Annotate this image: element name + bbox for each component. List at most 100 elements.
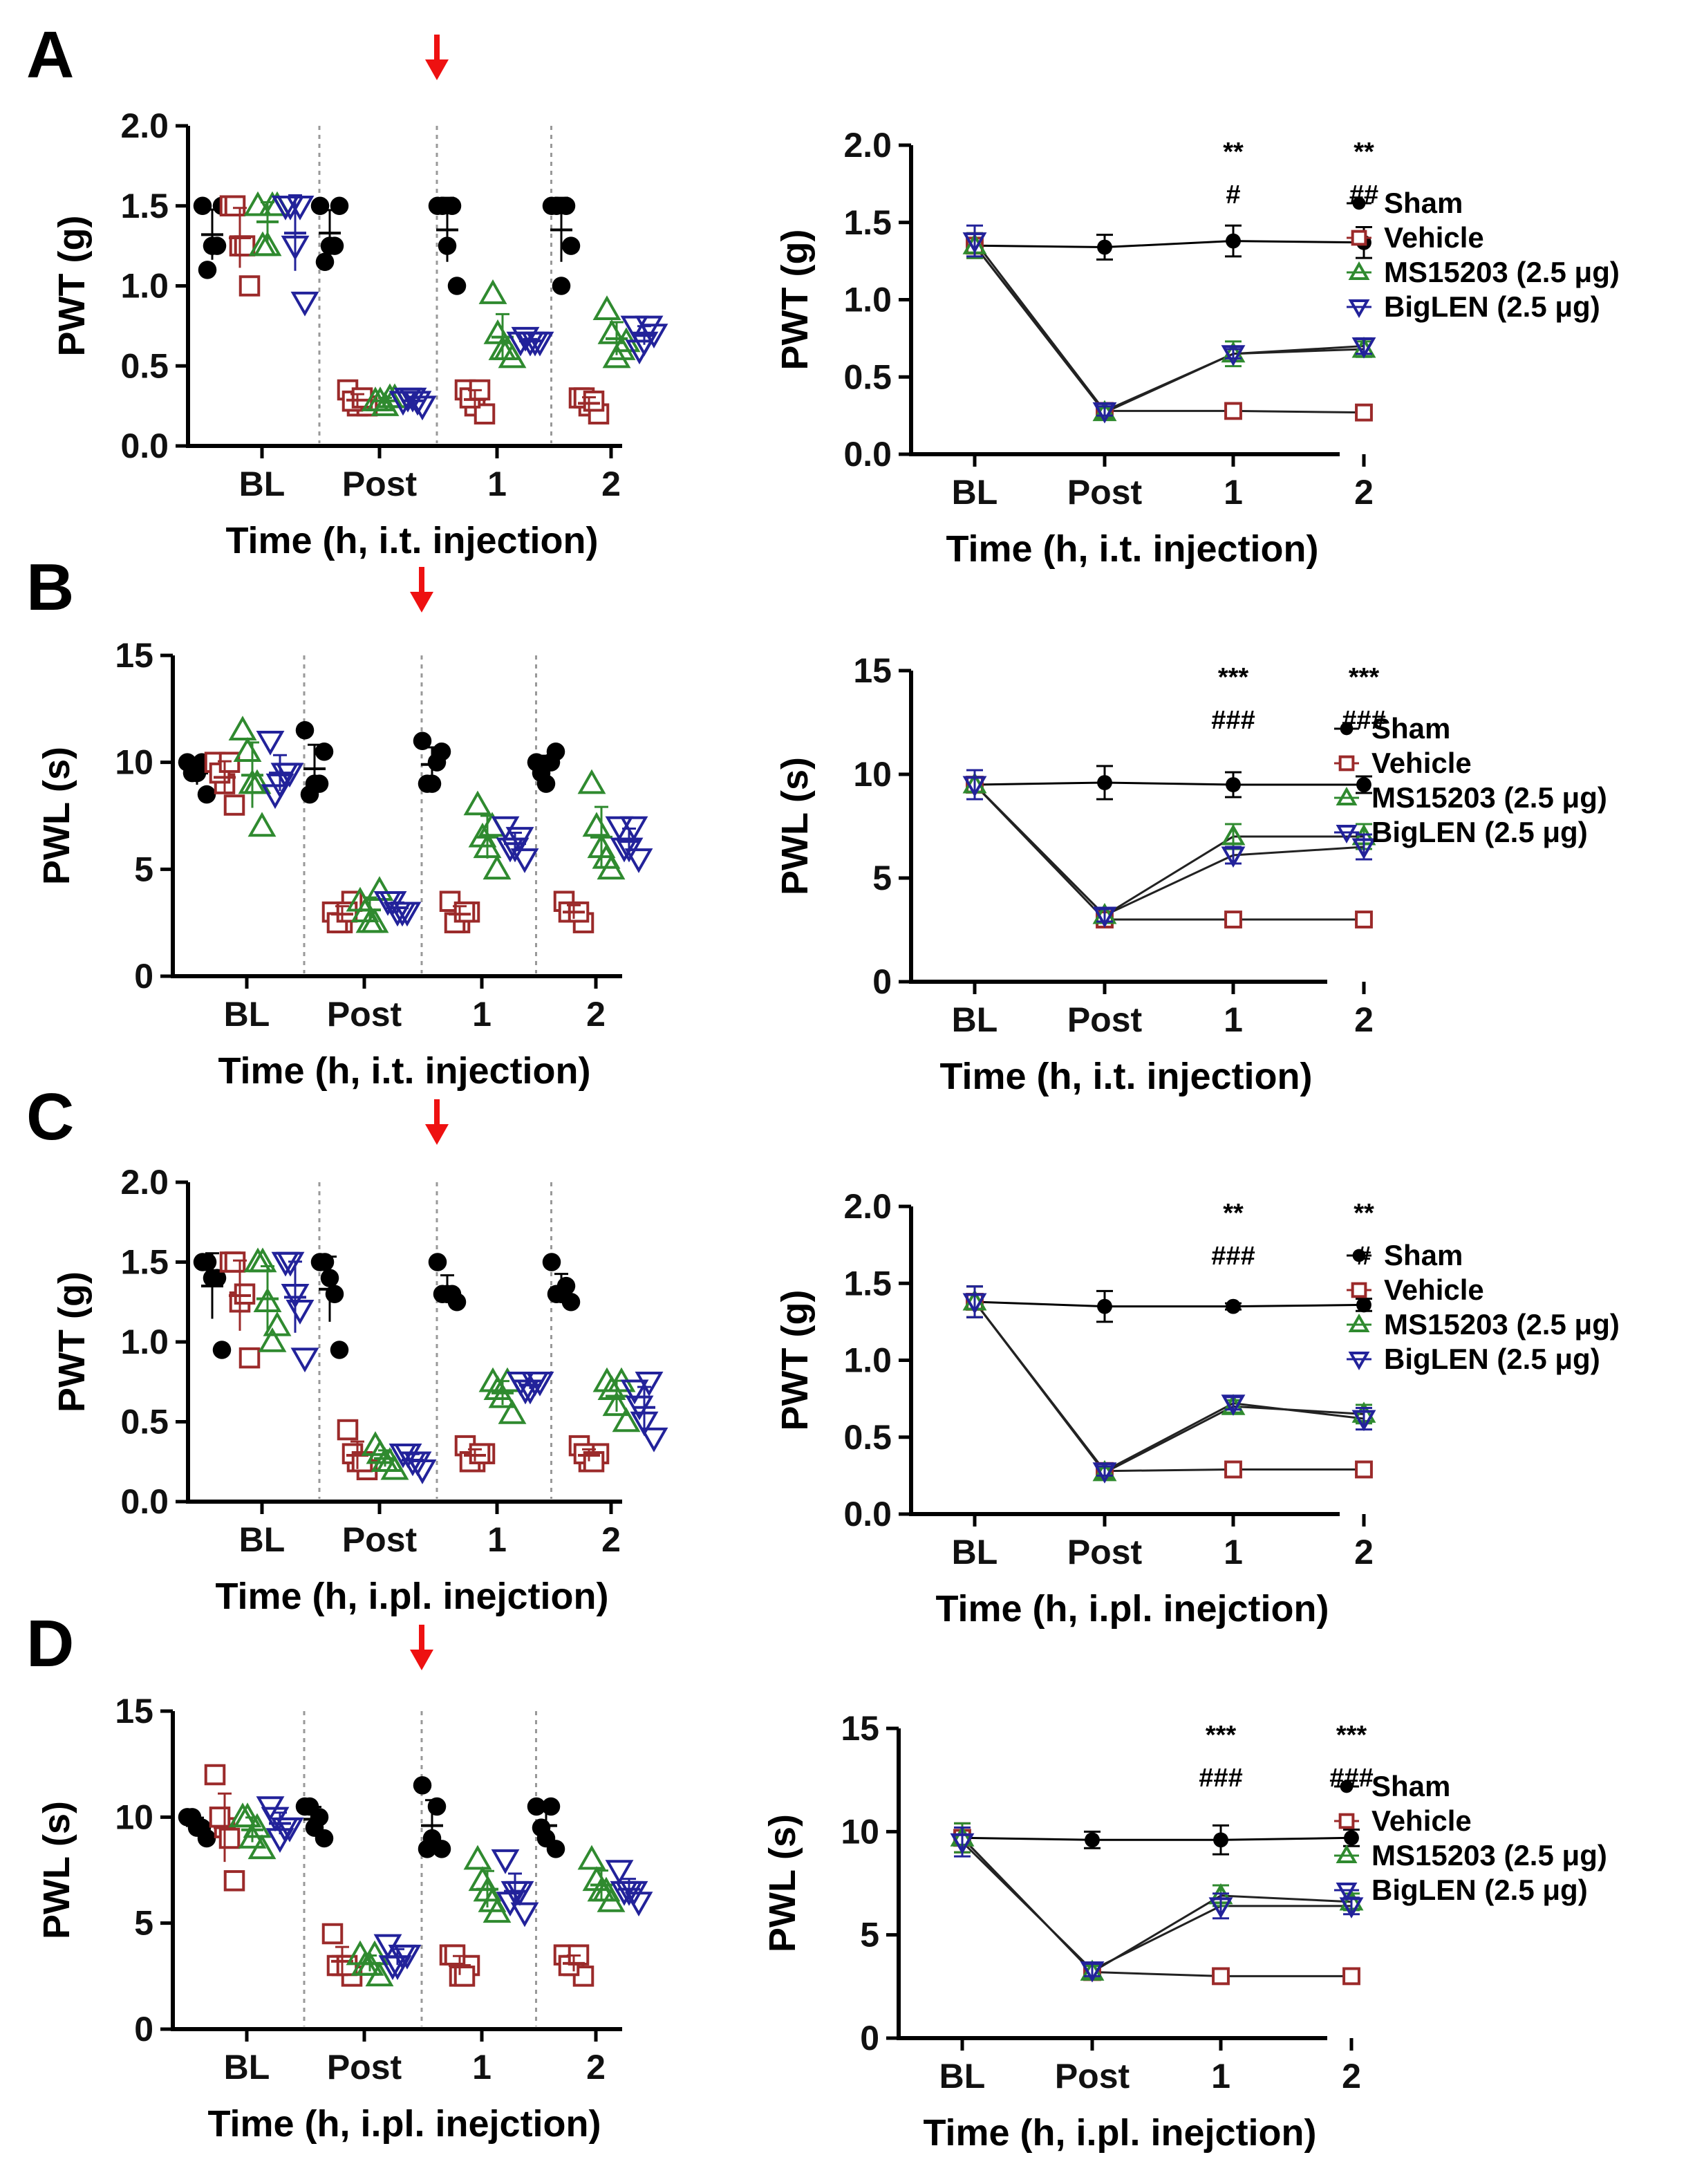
sham-point: [193, 196, 212, 216]
y-tick-label: 15: [853, 651, 892, 690]
y-axis-title: PWL (s): [774, 757, 816, 895]
x-axis-title: Time (h, i.t. injection): [225, 520, 598, 561]
biglen-point: [256, 730, 285, 756]
vehicle-point: [1355, 403, 1373, 422]
y-tick-label: 1.5: [120, 1243, 169, 1282]
biglen-point: [285, 1300, 315, 1325]
ms15203-point: [498, 1399, 527, 1424]
injection-arrow-icon: [410, 567, 433, 613]
vehicle-point: [204, 1764, 226, 1786]
y-tick-label: 10: [841, 1812, 879, 1851]
x-tick-label: 1: [472, 995, 491, 1034]
biglen-point: [624, 848, 653, 873]
vehicle-point: [234, 1283, 256, 1305]
panel-C-line-chart: 0.0 0.5 1.0 1.5 2.0 BL Post 1 2 Time (h, i.pl. in…: [774, 1187, 1620, 1630]
significance-label: ***: [1349, 663, 1380, 692]
y-tick-label: 0.0: [843, 435, 892, 474]
x-axis-title: Time (h, i.t. injection): [939, 1056, 1312, 1097]
significance-label: **: [1223, 1199, 1244, 1228]
sham-point: [1097, 239, 1112, 255]
ms15203-point: [258, 1327, 287, 1352]
ms15203-point: [243, 191, 272, 216]
y-axis-title: PWT (g): [51, 1271, 93, 1412]
biglen-point: [1221, 846, 1246, 868]
legend-ms15203-label: MS15203 (2.5 μg): [1371, 781, 1607, 814]
sham-point: [310, 196, 330, 216]
x-tick-label: Post: [327, 2048, 402, 2087]
y-tick-label: 2.0: [843, 1187, 892, 1226]
ms15203-point: [247, 812, 277, 837]
sham-point: [295, 721, 315, 740]
biglen-point: [1221, 345, 1246, 366]
y-tick-label: 15: [115, 1692, 153, 1730]
sham-point: [432, 1840, 451, 1858]
vehicle-point: [209, 1807, 231, 1828]
panel-C-letter: C: [26, 1080, 74, 1154]
vehicle-series-line: [973, 245, 1365, 414]
biglen-point: [635, 1372, 664, 1397]
x-tick-label: 2: [1342, 2057, 1361, 2096]
ms15203-point: [478, 279, 507, 304]
panel-B-scatter-plot: 0 5 10 15 BL Post 1 2 Time (h, i.t. injection) PW…: [36, 567, 653, 1092]
y-axis-title: PWT (g): [51, 216, 93, 357]
biglen-point: [1092, 906, 1117, 928]
x-tick-label: 2: [586, 2048, 606, 2087]
vehicle-point: [223, 794, 245, 816]
biglen-series-line: [973, 240, 1365, 413]
sham-point: [442, 1285, 462, 1303]
x-tick-label: Post: [1055, 2057, 1130, 2096]
legend-biglen-marker: [1348, 1352, 1370, 1371]
panel-A-letter: A: [26, 18, 74, 92]
y-tick-label: 0.5: [843, 357, 892, 396]
x-tick-label: 1: [1224, 473, 1243, 512]
x-tick-label: BL: [952, 1000, 998, 1039]
x-axis-title: Time (h, i.pl. inejction): [207, 2103, 601, 2145]
sham-series-line: [974, 240, 1365, 249]
y-tick-label: 5: [872, 859, 892, 897]
y-tick-label: 0.5: [120, 1403, 169, 1441]
vehicle-point: [1212, 1967, 1230, 1986]
biglen-point: [491, 1849, 520, 1874]
x-tick-label: BL: [224, 2048, 270, 2087]
sham-point: [198, 1253, 217, 1271]
x-axis-title: Time (h, i.t. injection): [946, 528, 1318, 570]
legend-sham-label: Sham: [1371, 712, 1450, 745]
sham-point: [542, 1253, 561, 1271]
injection-arrow-icon: [425, 35, 449, 80]
biglen-point: [1221, 1394, 1246, 1416]
biglen-point: [1339, 1897, 1364, 1919]
sham-point: [325, 1285, 344, 1303]
significance-label: **: [1354, 138, 1374, 167]
legend-ms15203-marker: [1336, 1844, 1358, 1863]
legend-ms15203-label: MS15203 (2.5 μg): [1371, 1839, 1607, 1872]
legend-biglen-label: BigLEN (2.5 μg): [1384, 290, 1600, 323]
sham-point: [541, 1797, 561, 1816]
vehicle-point: [1355, 911, 1373, 928]
sham-point: [330, 1341, 349, 1359]
legend-vehicle-marker: [1351, 1282, 1367, 1298]
legend-biglen-marker: [1336, 825, 1358, 844]
ms15203-point: [582, 812, 611, 837]
significance-label: ###: [1199, 1764, 1242, 1793]
vehicle-series-line: [973, 1301, 1364, 1473]
vehicle-point: [558, 1954, 580, 1977]
sham-series-line: [974, 781, 1364, 786]
ms15203-point: [247, 1834, 277, 1860]
sham-point: [1344, 1830, 1359, 1846]
biglen-point: [962, 232, 987, 254]
ms15203-point: [602, 1391, 631, 1417]
panel-A-line-chart: 0.0 0.5 1.0 1.5 2.0 BL Post 1 2 Time (h, i.t. inj…: [774, 126, 1620, 570]
sham-point: [527, 1797, 546, 1816]
y-tick-label: 0.0: [120, 427, 169, 465]
y-tick-label: 5: [134, 850, 153, 888]
y-tick-label: 1.5: [843, 203, 892, 242]
ms15203-series-line: [973, 245, 1365, 414]
vehicle-point: [337, 1419, 359, 1441]
biglen-point: [521, 331, 550, 357]
x-tick-label: 1: [472, 2048, 491, 2087]
ms15203-point: [483, 855, 512, 880]
